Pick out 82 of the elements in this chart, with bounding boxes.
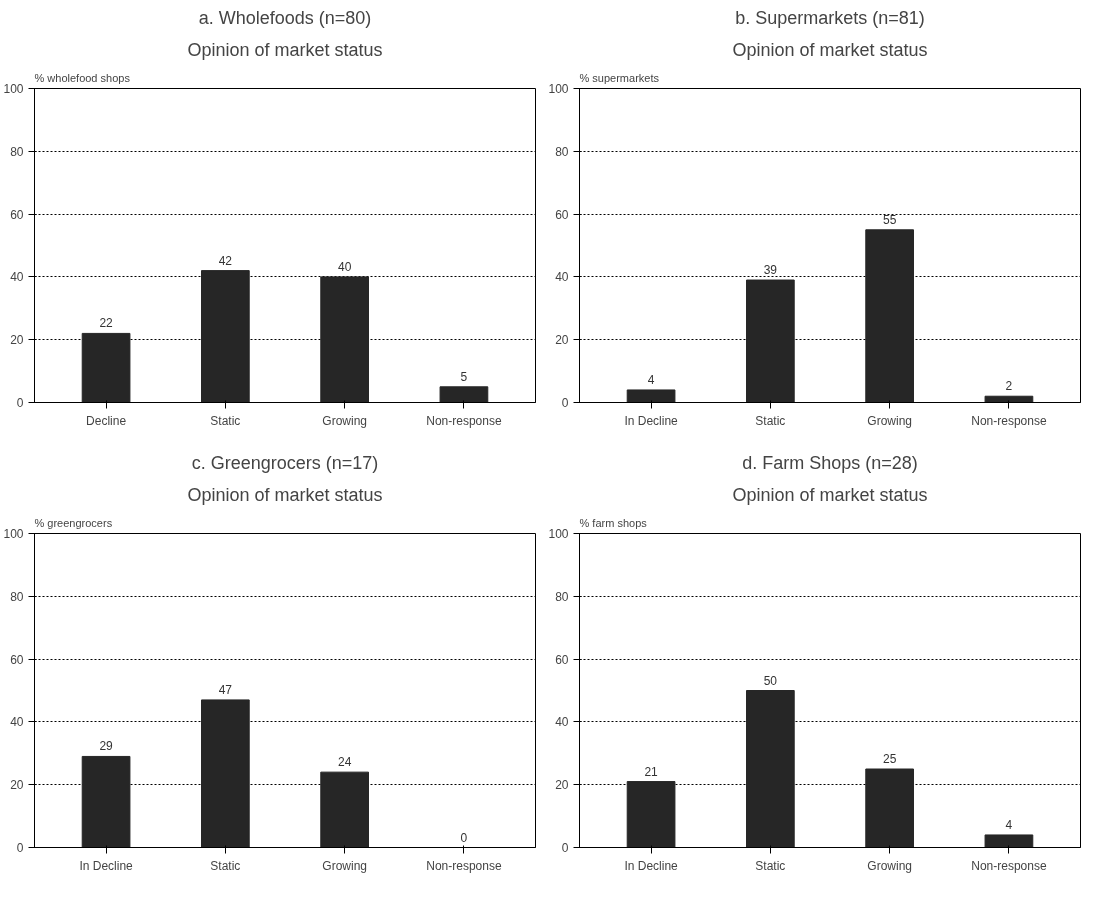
chart-title: d. Farm Shops (n=28) bbox=[742, 452, 918, 473]
bar bbox=[746, 279, 795, 403]
y-tick-label: 100 bbox=[548, 82, 569, 96]
x-tick-label: Growing bbox=[322, 413, 367, 428]
y-tick-label: 100 bbox=[3, 82, 24, 96]
x-tick-label: Non-response bbox=[971, 413, 1047, 428]
bar bbox=[746, 690, 795, 848]
y-tick-label: 80 bbox=[10, 589, 24, 604]
y-tick-label: 0 bbox=[16, 396, 24, 410]
y-tick-label: 60 bbox=[10, 207, 24, 222]
y-tick-label: 80 bbox=[10, 144, 24, 159]
data-label: 40 bbox=[337, 259, 352, 274]
data-label: 4 bbox=[1005, 817, 1013, 832]
data-label: 39 bbox=[763, 263, 778, 278]
data-label: 22 bbox=[99, 316, 114, 331]
data-label: 24 bbox=[337, 755, 352, 770]
bar bbox=[626, 389, 676, 403]
x-tick-label: Static bbox=[755, 413, 786, 428]
data-label: 0 bbox=[460, 830, 468, 845]
chart-subtitle: Opinion of market status bbox=[732, 484, 928, 505]
x-tick-label: Static bbox=[210, 858, 241, 873]
x-tick-label: Growing bbox=[867, 413, 912, 428]
x-tick-label: Static bbox=[210, 413, 241, 428]
y-tick-label: 80 bbox=[555, 144, 569, 159]
data-label: 55 bbox=[882, 212, 897, 227]
x-tick-label: Non-response bbox=[426, 858, 502, 873]
y-tick-label: 60 bbox=[555, 207, 569, 222]
y-tick-label: 20 bbox=[555, 778, 569, 793]
chart-title: c. Greengrocers (n=17) bbox=[191, 452, 379, 473]
y-tick-label: 20 bbox=[10, 333, 24, 348]
bar bbox=[81, 332, 131, 403]
bar bbox=[984, 834, 1034, 848]
chart-subtitle: Opinion of market status bbox=[187, 484, 383, 505]
x-tick-label: In Decline bbox=[624, 413, 679, 428]
bar bbox=[865, 768, 914, 848]
data-label: 50 bbox=[763, 673, 778, 688]
y-tick-label: 0 bbox=[561, 396, 569, 410]
bar bbox=[865, 229, 914, 403]
data-label: 29 bbox=[99, 739, 114, 754]
x-tick-label: Non-response bbox=[426, 413, 502, 428]
chart-subtitle: Opinion of market status bbox=[732, 39, 928, 60]
y-tick-label: 100 bbox=[548, 527, 569, 541]
y-tick-label: 20 bbox=[555, 333, 569, 348]
data-label: 5 bbox=[460, 369, 468, 384]
bar bbox=[201, 699, 250, 848]
y-tick-label: 100 bbox=[3, 527, 24, 541]
y-axis-title: % farm shops bbox=[579, 516, 648, 529]
y-tick-label: 40 bbox=[10, 715, 24, 730]
data-label: 4 bbox=[647, 372, 655, 387]
y-tick-label: 40 bbox=[10, 270, 24, 285]
data-label: 25 bbox=[882, 752, 897, 766]
x-tick-label: Growing bbox=[322, 858, 367, 873]
y-tick-label: 60 bbox=[555, 652, 569, 667]
y-tick-label: 0 bbox=[561, 841, 569, 855]
chart-subtitle: Opinion of market status bbox=[187, 39, 383, 60]
y-tick-label: 60 bbox=[10, 652, 24, 667]
bar bbox=[320, 276, 369, 403]
y-tick-label: 40 bbox=[555, 270, 569, 285]
data-label: 21 bbox=[644, 764, 659, 779]
bar bbox=[626, 781, 676, 848]
bar bbox=[320, 771, 369, 848]
y-axis-title: % greengrocers bbox=[34, 516, 113, 529]
chart-title: b. Supermarkets (n=81) bbox=[735, 7, 925, 28]
x-tick-label: Growing bbox=[867, 858, 912, 873]
bar bbox=[201, 270, 250, 403]
chart-title: a. Wholefoods (n=80) bbox=[198, 7, 372, 28]
x-tick-label: Non-response bbox=[971, 858, 1047, 873]
y-tick-label: 0 bbox=[16, 841, 24, 855]
bar bbox=[439, 386, 489, 403]
x-tick-label: Decline bbox=[86, 413, 127, 428]
data-label: 2 bbox=[1005, 379, 1013, 394]
y-axis-title: % wholefood shops bbox=[34, 71, 131, 84]
data-label: 42 bbox=[218, 253, 233, 268]
x-tick-label: In Decline bbox=[79, 858, 134, 873]
y-tick-label: 20 bbox=[10, 778, 24, 793]
x-tick-label: In Decline bbox=[624, 858, 679, 873]
y-tick-label: 40 bbox=[555, 715, 569, 730]
data-label: 47 bbox=[218, 682, 233, 697]
bar bbox=[81, 755, 131, 848]
y-axis-title: % supermarkets bbox=[579, 71, 660, 84]
y-tick-label: 80 bbox=[555, 589, 569, 604]
x-tick-label: Static bbox=[755, 858, 786, 873]
